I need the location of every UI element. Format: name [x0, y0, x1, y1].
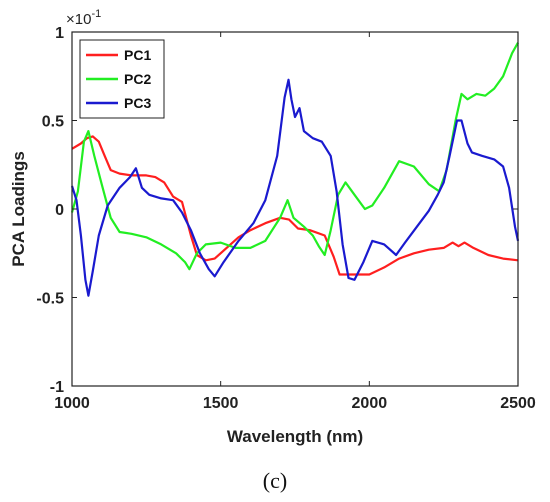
tick-layer: 1000 1500 2000 2500 1 0.5 0 -0.5 -1 — [36, 25, 535, 412]
series-line-pc2 — [70, 42, 519, 271]
y-tick-label--0.5: -0.5 — [36, 291, 64, 308]
figure-caption: (c) — [262, 468, 288, 493]
series-layer — [70, 42, 520, 297]
y-axis-label: PCA Loadings — [9, 151, 28, 267]
y-tick-label-0: 0 — [55, 202, 64, 219]
legend-label-pc3: PC3 — [124, 95, 151, 111]
x-tick-label-1000: 1000 — [54, 395, 90, 412]
y-tick-label-0.5: 0.5 — [42, 114, 64, 131]
x-tick-label-2000: 2000 — [352, 395, 388, 412]
legend-label-pc2: PC2 — [124, 71, 151, 87]
y-axis-exponent: ×10-1 — [66, 8, 101, 28]
y-axis-exponent-power: -1 — [91, 8, 101, 20]
x-tick-label-2500: 2500 — [500, 395, 536, 412]
legend-label-pc1: PC1 — [124, 47, 151, 63]
y-tick-label-1: 1 — [55, 25, 64, 42]
legend: PC1 PC2 PC3 — [79, 39, 165, 119]
series-line-pc3 — [70, 78, 520, 297]
x-axis-label: Wavelength (nm) — [227, 427, 363, 446]
pca-loadings-chart: 1000 1500 2000 2500 1 0.5 0 -0.5 -1 ×10-1 Wavele… — [9, 8, 536, 446]
series-line-pc1 — [71, 135, 519, 276]
y-tick-label--1: -1 — [50, 379, 64, 396]
x-tick-label-1500: 1500 — [203, 395, 239, 412]
